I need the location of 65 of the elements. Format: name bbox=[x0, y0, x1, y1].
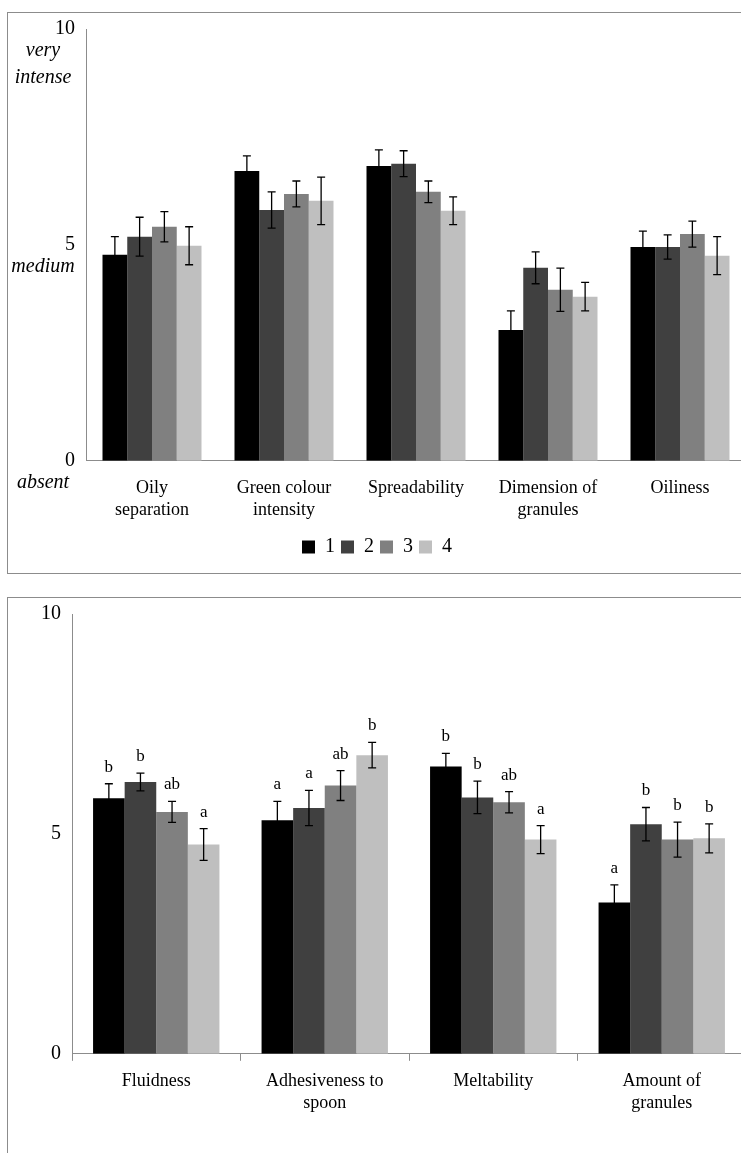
bar bbox=[293, 807, 325, 1054]
bar bbox=[655, 247, 680, 461]
bar bbox=[308, 200, 334, 461]
x-tick-label: Dimension of granules bbox=[498, 477, 598, 519]
bar bbox=[324, 785, 357, 1054]
data-label: b bbox=[104, 756, 114, 776]
data-label: b bbox=[673, 794, 682, 814]
data-label: b bbox=[641, 780, 651, 800]
bar bbox=[284, 193, 309, 461]
bar bbox=[259, 209, 284, 461]
data-label: a bbox=[199, 801, 208, 821]
x-tick-label: Amount of granules bbox=[622, 1070, 701, 1112]
legend-label: 3 bbox=[403, 534, 413, 557]
data-label: b bbox=[473, 754, 482, 774]
text: absent bbox=[16, 470, 70, 493]
bar bbox=[524, 839, 557, 1054]
bar bbox=[391, 163, 416, 461]
data-label: b bbox=[367, 715, 377, 735]
x-tick-label: Spreadability bbox=[368, 477, 464, 498]
y-tick-label: 5 bbox=[51, 821, 61, 844]
bar bbox=[356, 755, 388, 1054]
bar bbox=[630, 824, 662, 1054]
bar bbox=[523, 267, 548, 461]
bar bbox=[127, 236, 152, 461]
y-tick-label: 10 bbox=[55, 16, 75, 39]
data-label: b bbox=[136, 746, 145, 766]
bar bbox=[661, 839, 694, 1054]
data-label: b bbox=[441, 726, 451, 746]
data-label: a bbox=[305, 763, 314, 783]
y-tick-label: 5 bbox=[65, 232, 75, 255]
x-tick-label: Green colour intensity bbox=[236, 477, 332, 519]
data-label: ab bbox=[332, 743, 349, 763]
bar bbox=[156, 811, 188, 1054]
legend-label: 4 bbox=[442, 534, 452, 557]
data-label: ab bbox=[501, 764, 518, 784]
data-label: b bbox=[704, 796, 714, 816]
legend-label: 1 bbox=[325, 534, 335, 557]
bar bbox=[176, 245, 202, 461]
bar bbox=[152, 226, 177, 461]
x-tick-label: Oily separation bbox=[115, 477, 189, 519]
x-tick-label: Meltability bbox=[453, 1070, 534, 1091]
bar bbox=[461, 797, 494, 1054]
text: very intense bbox=[14, 38, 72, 88]
bar bbox=[704, 255, 730, 461]
bar bbox=[680, 234, 705, 461]
bar bbox=[693, 838, 725, 1054]
y-tick-label: 0 bbox=[65, 448, 75, 471]
x-tick-label: Adhesiveness to spoon bbox=[266, 1070, 384, 1112]
text: medium bbox=[11, 254, 75, 277]
legend-label: 2 bbox=[364, 534, 374, 557]
bar bbox=[493, 802, 525, 1054]
y-tick-label: 10 bbox=[41, 601, 61, 624]
bar bbox=[440, 210, 466, 461]
x-tick-label: Oiliness bbox=[650, 477, 710, 498]
data-label: a bbox=[610, 857, 619, 877]
bar bbox=[548, 289, 573, 461]
data-label: a bbox=[536, 798, 545, 818]
x-tick-label: Fluidness bbox=[121, 1070, 191, 1091]
data-label: ab bbox=[164, 774, 181, 794]
bar bbox=[416, 191, 441, 461]
y-tick-label: 0 bbox=[51, 1041, 61, 1064]
bar bbox=[572, 296, 598, 461]
bar bbox=[187, 844, 220, 1054]
data-label: a bbox=[273, 774, 282, 794]
bar bbox=[124, 782, 157, 1054]
